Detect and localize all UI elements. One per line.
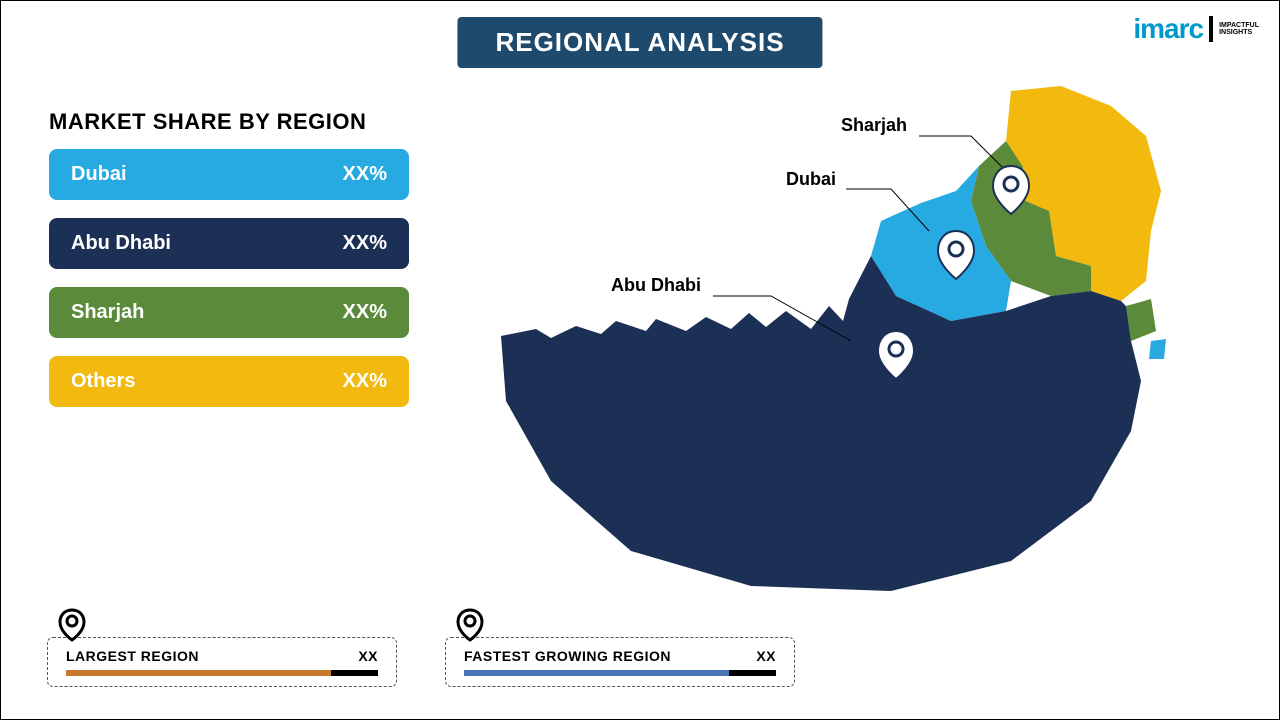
share-row-value: XX% — [343, 232, 387, 255]
share-row-value: XX% — [343, 370, 387, 393]
market-share-panel: MARKET SHARE BY REGION Dubai XX% Abu Dha… — [49, 109, 409, 425]
page-title-banner: REGIONAL ANALYSIS — [457, 17, 822, 68]
legend-row: LARGEST REGION XX FASTEST GROWING REGION… — [47, 637, 795, 687]
share-row-value: XX% — [343, 163, 387, 186]
legend-label-value: XX — [756, 648, 776, 664]
share-row-label: Others — [71, 370, 135, 393]
brand-logo: imarc IMPACTFUL INSIGHTS — [1133, 13, 1259, 45]
brand-logo-text: imarc — [1133, 13, 1203, 45]
uae-map: Sharjah Dubai Abu Dhabi — [451, 81, 1171, 601]
legend-label-value: XX — [358, 648, 378, 664]
legend-label-text: LARGEST REGION — [66, 648, 199, 664]
map-region-sharjah-east — [1126, 299, 1156, 341]
map-label-dubai: Dubai — [786, 169, 836, 189]
legend-largest-region: LARGEST REGION XX — [47, 637, 397, 687]
legend-bar — [464, 670, 776, 676]
map-region-abudhabi — [501, 256, 1141, 591]
share-row-value: XX% — [343, 301, 387, 324]
brand-logo-tagline: IMPACTFUL INSIGHTS — [1219, 22, 1259, 36]
legend-bar — [66, 670, 378, 676]
map-label-sharjah: Sharjah — [841, 115, 907, 135]
share-row-label: Dubai — [71, 163, 127, 186]
map-label-abudhabi: Abu Dhabi — [611, 275, 701, 295]
share-row-abudhabi: Abu Dhabi XX% — [49, 218, 409, 269]
legend-fastest-region: FASTEST GROWING REGION XX — [445, 637, 795, 687]
share-row-label: Abu Dhabi — [71, 232, 171, 255]
pin-icon — [58, 608, 86, 642]
share-row-label: Sharjah — [71, 301, 144, 324]
share-row-dubai: Dubai XX% — [49, 149, 409, 200]
brand-logo-divider — [1209, 16, 1213, 42]
legend-label-text: FASTEST GROWING REGION — [464, 648, 671, 664]
share-row-sharjah: Sharjah XX% — [49, 287, 409, 338]
share-row-others: Others XX% — [49, 356, 409, 407]
pin-icon — [456, 608, 484, 642]
market-share-heading: MARKET SHARE BY REGION — [49, 109, 409, 135]
map-region-dubai-exclave — [1149, 339, 1166, 359]
